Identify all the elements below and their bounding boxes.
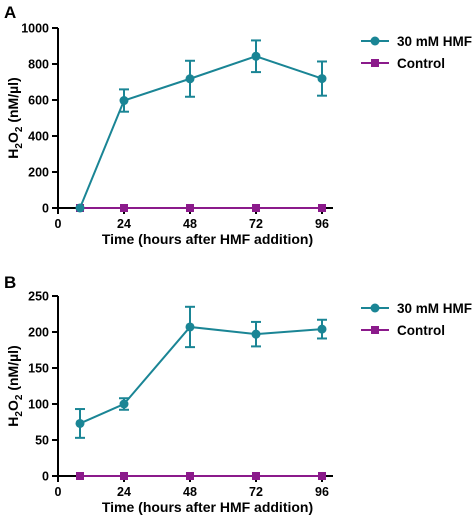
series-line	[79, 55, 323, 209]
y-axis-label: H2O2 (nM/µl)	[5, 345, 25, 426]
data-point	[186, 472, 194, 480]
x-tick-label: 48	[183, 485, 197, 499]
data-point	[120, 204, 128, 212]
legend-label: Control	[397, 56, 445, 71]
x-axis-label: Time (hours after HMF addition)	[102, 231, 313, 247]
legend-marker	[370, 303, 380, 313]
legend-label: 30 mM HMF	[397, 301, 472, 316]
data-point	[75, 203, 85, 213]
data-point	[317, 324, 327, 334]
legend: 30 mM HMF Control	[361, 34, 472, 71]
data-point	[120, 472, 128, 480]
series-line	[79, 325, 323, 425]
series-control	[76, 204, 326, 212]
series-hmf	[75, 39, 327, 213]
y-tick-label: 400	[28, 130, 49, 144]
data-point	[76, 472, 84, 480]
data-point	[318, 204, 326, 212]
x-tick-label: 96	[315, 217, 329, 231]
y-tick-label: 200	[28, 326, 49, 340]
data-point	[75, 418, 85, 428]
legend-marker	[371, 59, 379, 67]
data-point	[185, 322, 195, 332]
x-tick-label: 72	[249, 485, 263, 499]
data-point	[251, 329, 261, 339]
x-tick-label: 48	[183, 217, 197, 231]
x-axis-label: Time (hours after HMF addition)	[102, 499, 313, 515]
legend: 30 mM HMF Control	[361, 301, 472, 338]
y-tick-label: 1000	[21, 22, 49, 36]
data-point	[252, 472, 260, 480]
data-point	[119, 399, 129, 409]
series-control	[76, 472, 326, 480]
data-point	[317, 74, 327, 84]
x-tick-label: 96	[315, 485, 329, 499]
data-point	[185, 74, 195, 84]
x-tick-label: 72	[249, 217, 263, 231]
data-point	[119, 96, 129, 106]
data-point	[251, 51, 261, 61]
y-axis-label: H2O2 (nM/µl)	[5, 77, 25, 158]
y-tick-label: 150	[28, 362, 49, 376]
y-tick-label: 0	[42, 470, 49, 484]
y-tick-label: 0	[42, 202, 49, 216]
y-tick-label: 800	[28, 58, 49, 72]
x-tick-label: 0	[55, 217, 62, 231]
legend-marker	[370, 36, 380, 46]
legend-label: 30 mM HMF	[397, 34, 472, 49]
y-tick-label: 200	[28, 166, 49, 180]
y-tick-label: 600	[28, 94, 49, 108]
y-tick-label: 100	[28, 398, 49, 412]
x-tick-label: 24	[117, 485, 131, 499]
x-tick-label: 0	[55, 485, 62, 499]
series-hmf	[75, 305, 327, 439]
y-tick-label: 50	[35, 434, 49, 448]
data-point	[186, 204, 194, 212]
data-point	[318, 472, 326, 480]
y-tick-label: 250	[28, 290, 49, 304]
panel-label: B	[4, 273, 16, 292]
legend-label: Control	[397, 323, 445, 338]
x-tick-label: 24	[117, 217, 131, 231]
legend-marker	[371, 326, 379, 334]
data-point	[252, 204, 260, 212]
panel-label: A	[4, 3, 16, 22]
